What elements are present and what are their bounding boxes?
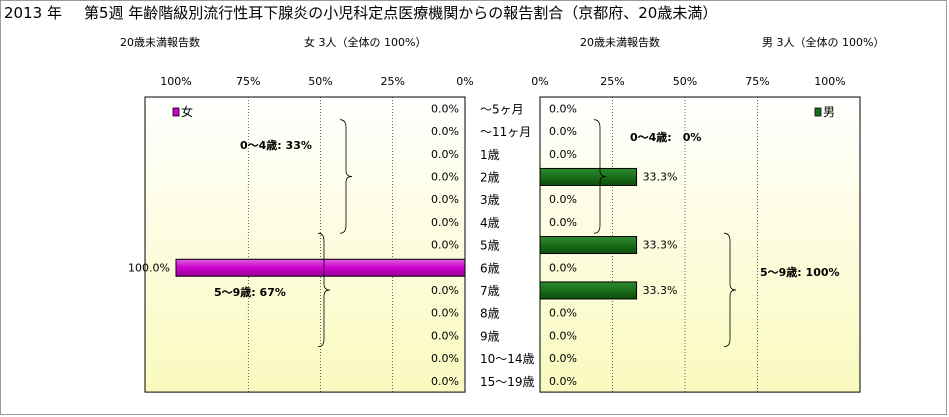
male-value-label: 0.0%: [549, 375, 577, 388]
female-legend-swatch: [172, 107, 180, 117]
category-label: 10～14歳: [480, 352, 535, 366]
male-axis-tick: 25%: [600, 75, 624, 88]
male-legend-label: 男: [823, 105, 835, 119]
female-value-label: 0.0%: [431, 284, 459, 297]
male-group-brace: [723, 232, 737, 348]
female-value-label: 0.0%: [431, 307, 459, 320]
category-label: ～5ヶ月: [480, 102, 524, 116]
male-value-label: 0.0%: [549, 148, 577, 161]
male-bar: [539, 167, 638, 186]
male-value-label: 33.3%: [643, 239, 678, 252]
male-count-label: 20歳未満報告数: [580, 36, 660, 49]
female-group-label: 5～9歳: 67%: [214, 285, 286, 299]
female-group-brace: [339, 119, 353, 234]
male-axis-tick: 100%: [814, 75, 845, 88]
female-group-label: 0～4歳: 33%: [240, 138, 312, 152]
female-axis-tick: 75%: [236, 75, 260, 88]
category-label: ～11ヶ月: [480, 125, 531, 139]
male-bar: [539, 281, 638, 300]
female-group-brace: [317, 232, 331, 348]
male-value-label: 33.3%: [643, 284, 678, 297]
female-value-label: 0.0%: [431, 216, 459, 229]
female-value-label: 100.0%: [128, 261, 170, 274]
year-label: 2013 年: [4, 4, 62, 22]
male-value-label: 0.0%: [549, 193, 577, 206]
female-axis-tick: 50%: [308, 75, 332, 88]
female-legend-label: 女: [181, 104, 193, 119]
female-value-label: 0.0%: [431, 102, 459, 115]
category-label: 6歳: [480, 261, 500, 275]
male-value-label: 0.0%: [549, 125, 577, 138]
category-label: 7歳: [480, 284, 500, 298]
female-value-label: 0.0%: [431, 148, 459, 161]
female-value-label: 0.0%: [431, 125, 459, 138]
female-value-label: 0.0%: [431, 329, 459, 342]
category-label: 8歳: [480, 307, 500, 321]
female-value-label: 0.0%: [431, 193, 459, 206]
male-group-label: 0～4歳: 0%: [630, 130, 701, 144]
male-value-label: 33.3%: [643, 170, 678, 183]
male-value-label: 0.0%: [549, 102, 577, 115]
female-value-label: 0.0%: [431, 352, 459, 365]
female-value-label: 0.0%: [431, 239, 459, 252]
chart-title: 2013 年 第5週 年齢階級別流行性耳下腺炎の小児科定点医療機関からの報告割合（…: [4, 2, 717, 23]
category-label: 4歳: [480, 216, 500, 230]
category-label: 1歳: [480, 148, 500, 162]
female-axis-tick: 0%: [456, 75, 473, 88]
female-count-label: 20歳未満報告数: [120, 36, 200, 49]
female-value-label: 0.0%: [431, 375, 459, 388]
title-text: 第5週 年齢階級別流行性耳下腺炎の小児科定点医療機関からの報告割合（京都府、20…: [83, 4, 718, 22]
male-axis-tick: 50%: [673, 75, 697, 88]
female-axis-tick: 25%: [381, 75, 405, 88]
male-group-label: 5～9歳: 100%: [760, 265, 840, 279]
male-bar: [539, 236, 638, 255]
male-value-label: 0.0%: [549, 261, 577, 274]
female-count-value: 女 3人（全体の 100%）: [304, 36, 427, 49]
male-value-label: 0.0%: [549, 352, 577, 365]
male-value-label: 0.0%: [549, 329, 577, 342]
female-bar: [175, 258, 466, 277]
male-value-label: 0.0%: [549, 307, 577, 320]
male-group-brace: [593, 119, 607, 234]
male-axis-tick: 75%: [745, 75, 769, 88]
female-value-label: 0.0%: [431, 170, 459, 183]
male-value-label: 0.0%: [549, 216, 577, 229]
category-label: 3歳: [480, 193, 500, 207]
male-legend-swatch: [814, 107, 822, 117]
male-axis-tick: 0%: [531, 75, 548, 88]
category-label: 15～19歳: [480, 375, 535, 389]
category-label: 2歳: [480, 170, 500, 184]
male-count-value: 男 3人（全体の 100%）: [762, 36, 885, 49]
female-axis-tick: 100%: [160, 75, 191, 88]
category-label: 9歳: [480, 329, 500, 343]
category-label: 5歳: [480, 239, 500, 253]
female-plot-area: [144, 96, 466, 393]
